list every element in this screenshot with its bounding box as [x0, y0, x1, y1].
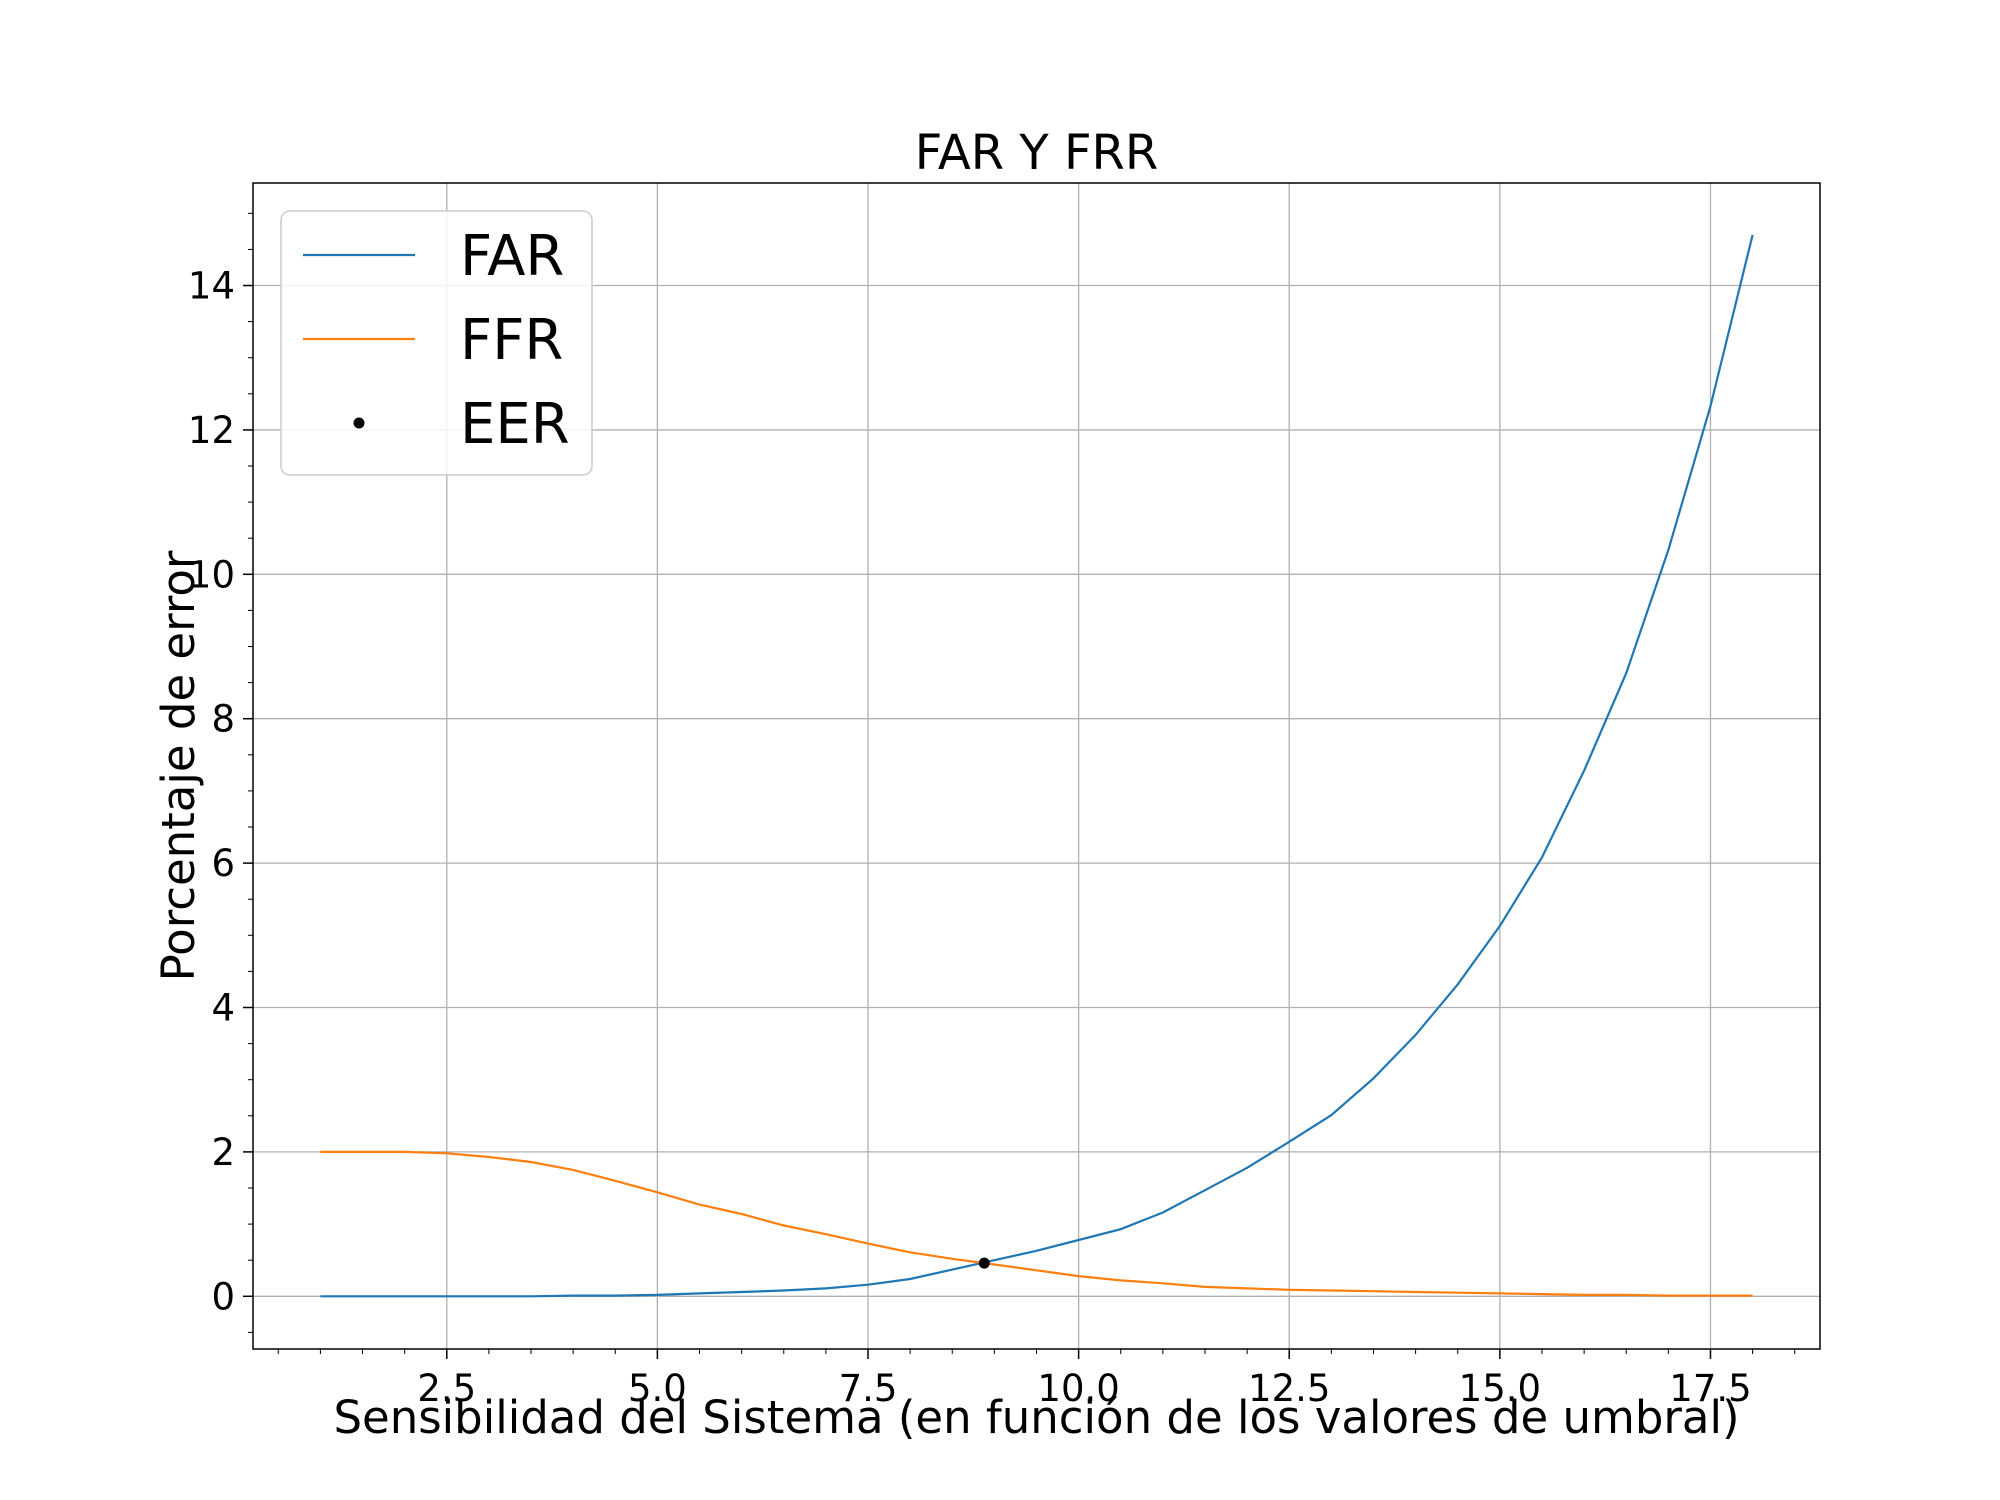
x-tick-label: 17.5: [1669, 1367, 1751, 1410]
x-tick-label: 5.0: [628, 1367, 687, 1410]
grid-lines: [253, 183, 1820, 1349]
legend-label-far: FAR: [460, 224, 564, 289]
y-axis-label: Porcentaje de error: [152, 550, 205, 981]
series-line-ffr: [320, 1150, 1753, 1297]
x-tick-label: 15.0: [1459, 1367, 1541, 1410]
x-tick-label: 7.5: [839, 1367, 898, 1410]
y-tick-label: 2: [211, 1131, 235, 1174]
x-tick-label: 10.0: [1037, 1367, 1119, 1410]
x-axis-label: Sensibilidad del Sistema (en función de …: [333, 1391, 1739, 1444]
y-tick-label: 14: [188, 265, 235, 308]
y-tick-label: 6: [211, 842, 235, 885]
y-tick-label: 4: [211, 987, 235, 1030]
y-tick-label: 10: [188, 553, 235, 596]
legend-label-ffr: FFR: [460, 308, 563, 373]
legend-swatch-eer: [353, 417, 365, 429]
series-line-far: [320, 234, 1754, 1298]
legend-box: [280, 210, 593, 476]
axis-ticks: 2.5 5.0 7.5 10.0 12.5 15.0 17.5 0 2 4 6 8 10 12 14: [188, 212, 1796, 1410]
series-layer: [320, 234, 1754, 1298]
chart-title: FAR Y FRR: [915, 125, 1159, 181]
data-point-eer: [978, 1257, 990, 1269]
y-tick-label: 8: [211, 698, 235, 741]
y-tick-label: 12: [188, 409, 235, 452]
x-tick-label: 12.5: [1248, 1367, 1330, 1410]
legend: FAR FFR EER: [280, 210, 593, 476]
legend-label-eer: EER: [460, 392, 570, 457]
x-tick-label: 2.5: [417, 1367, 476, 1410]
y-tick-label: 0: [211, 1275, 235, 1318]
